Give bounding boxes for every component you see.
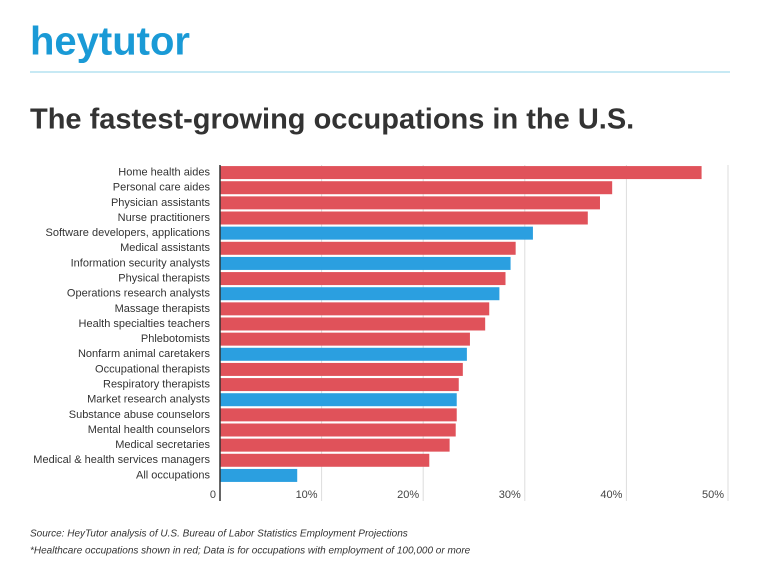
chart-title: The fastest-growing occupations in the U…: [30, 104, 634, 136]
y-tick-label: Medical & health services managers: [33, 454, 210, 466]
y-tick-label: Market research analysts: [87, 394, 210, 406]
y-tick-label: Medical secretaries: [115, 439, 210, 451]
x-tick-label: 30%: [499, 489, 521, 501]
y-tick-label: Home health aides: [118, 166, 210, 178]
y-tick-label: All occupations: [136, 469, 210, 481]
x-tick-label: 0: [210, 489, 216, 501]
bar: [220, 302, 490, 316]
bar: [220, 317, 486, 331]
y-tick-label: Operations research analysts: [67, 288, 211, 300]
bar: [220, 393, 457, 407]
bar: [220, 423, 456, 437]
y-tick-label: Medical assistants: [120, 242, 210, 254]
bar: [220, 256, 511, 270]
y-tick-label: Substance abuse counselors: [69, 409, 211, 421]
source: Source: HeyTutor analysis of U.S. Bureau…: [30, 529, 408, 540]
y-tick-label: Occupational therapists: [95, 363, 210, 375]
bar: [220, 272, 506, 286]
y-tick-label: Phlebotomists: [141, 333, 211, 345]
logo: heytutor: [30, 20, 190, 64]
y-tick-label: Information security analysts: [71, 257, 211, 269]
y-tick-label: Mental health counselors: [88, 424, 211, 436]
bar: [220, 241, 516, 255]
x-tick-label: 40%: [600, 489, 622, 501]
bar: [220, 181, 613, 195]
y-tick-label: Physical therapists: [118, 272, 210, 284]
bar: [220, 468, 298, 482]
bar: [220, 438, 450, 452]
bar: [220, 362, 463, 376]
bar: [220, 453, 430, 467]
bar: [220, 378, 459, 392]
y-tick-label: Nonfarm animal caretakers: [78, 348, 211, 360]
bar: [220, 211, 588, 225]
bar: [220, 332, 470, 346]
bar: [220, 408, 457, 422]
x-tick-label: 10%: [296, 489, 318, 501]
y-tick-label: Software developers, applications: [46, 227, 211, 239]
bar: [220, 226, 533, 240]
note: *Healthcare occupations shown in red; Da…: [30, 546, 471, 557]
y-tick-label: Respiratory therapists: [103, 378, 210, 390]
bar: [220, 287, 500, 301]
bar: [220, 196, 600, 210]
y-tick-label: Massage therapists: [115, 303, 211, 315]
y-tick-label: Health specialties teachers: [79, 318, 211, 330]
bar: [220, 347, 467, 361]
y-tick-label: Physician assistants: [111, 197, 211, 209]
y-tick-label: Personal care aides: [113, 182, 211, 194]
bar: [220, 166, 702, 180]
y-tick-label: Nurse practitioners: [118, 212, 211, 224]
x-tick-label: 50%: [702, 489, 724, 501]
x-tick-label: 20%: [397, 489, 419, 501]
